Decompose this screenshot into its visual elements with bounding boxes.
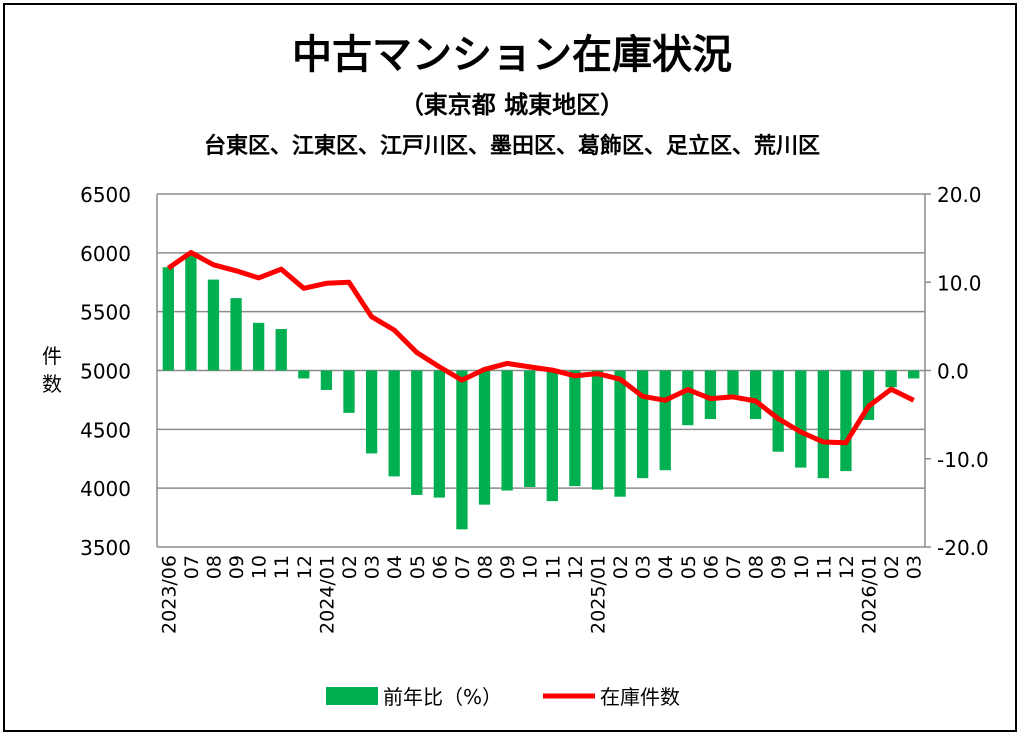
x-tick-label: 11 <box>813 555 835 579</box>
x-tick-label: 07 <box>723 555 745 579</box>
x-tick-label: 09 <box>497 555 519 579</box>
x-tick-label: 06 <box>700 555 722 579</box>
bar-yoy <box>230 298 242 371</box>
bar-yoy <box>162 267 174 371</box>
bar-yoy <box>727 370 739 397</box>
x-tick-label: 02 <box>339 555 361 579</box>
bar-yoy <box>456 370 468 530</box>
bar-yoy <box>388 370 400 477</box>
x-tick-label: 04 <box>384 555 406 579</box>
bar-yoy <box>207 279 220 371</box>
bar-yoy <box>885 370 897 388</box>
x-tick-label: 08 <box>746 555 768 579</box>
x-tick-label: 12 <box>294 555 316 579</box>
x-tick-label: 04 <box>655 555 677 579</box>
bar-yoy <box>524 370 536 487</box>
bar-yoy <box>659 370 671 471</box>
chart-title: 中古マンション在庫状況 <box>292 32 732 78</box>
bar-yoy <box>411 370 423 495</box>
x-tick-label: 02 <box>610 555 632 579</box>
legend: 前年比（%） 在庫件数 <box>326 685 680 709</box>
bar-yoy <box>501 370 513 491</box>
bar-yoy <box>298 370 310 379</box>
x-tick-label: 08 <box>475 555 497 579</box>
chart-subtitle-wards: 台東区、江東区、江戸川区、墨田区、葛飾区、足立区、荒川区 <box>204 133 820 159</box>
x-tick-label: 10 <box>520 555 542 579</box>
x-tick-label: 11 <box>542 555 564 579</box>
x-tick-label: 12 <box>836 555 858 579</box>
x-tick-label: 10 <box>249 555 271 579</box>
x-tick-label: 05 <box>678 555 700 579</box>
left-tick-label: 3500 <box>80 536 131 560</box>
left-tick-label: 5500 <box>80 301 131 325</box>
right-tick-label: 10.0 <box>937 271 982 295</box>
x-tick-label: 2024/01 <box>316 555 338 634</box>
bar-yoy <box>343 370 355 413</box>
bar-yoy <box>320 370 333 390</box>
x-tick-label: 09 <box>226 555 248 579</box>
x-tick-label: 05 <box>407 555 429 579</box>
bar-yoy <box>749 370 762 420</box>
bar-yoy <box>772 370 784 452</box>
left-tick-label: 6500 <box>80 183 131 207</box>
x-tick-label: 2025/01 <box>587 555 609 634</box>
left-tick-label: 4000 <box>80 477 131 501</box>
x-tick-label: 10 <box>791 555 813 579</box>
left-tick-label: 6000 <box>80 242 131 266</box>
bar-yoy <box>704 370 717 420</box>
bar-yoy <box>253 322 265 371</box>
bar-yoy <box>614 370 626 497</box>
x-tick-label: 07 <box>181 555 203 579</box>
right-tick-label: 20.0 <box>937 183 982 207</box>
x-tick-label: 09 <box>768 555 790 579</box>
x-tick-label: 03 <box>362 555 384 579</box>
bar-yoy <box>569 370 581 487</box>
bar-yoy <box>908 370 920 379</box>
x-tick-label: 11 <box>271 555 293 579</box>
bar-yoy <box>817 370 829 479</box>
chart-frame <box>3 3 1017 732</box>
bar-yoy <box>591 370 604 490</box>
bar-yoy <box>637 370 649 479</box>
left-tick-label: 4500 <box>80 418 131 442</box>
bar-yoy <box>840 370 852 472</box>
x-tick-label: 07 <box>452 555 474 579</box>
bar-yoy <box>275 329 287 371</box>
x-tick-label: 08 <box>203 555 225 579</box>
bar-yoy <box>862 370 875 420</box>
x-tick-label: 03 <box>904 555 926 579</box>
legend-label-bar: 前年比（%） <box>383 685 502 709</box>
y-axis-label-char: 件 <box>42 344 62 368</box>
right-tick-label: 0.0 <box>937 360 969 384</box>
x-tick-label: 06 <box>429 555 451 579</box>
x-tick-label: 2026/01 <box>859 555 881 634</box>
legend-label-line: 在庫件数 <box>600 685 680 709</box>
x-tick-label: 02 <box>881 555 903 579</box>
chart-subtitle: （東京都 城東地区） <box>400 91 624 119</box>
bar-yoy <box>546 370 558 502</box>
bar-yoy <box>185 254 197 371</box>
bar-yoy <box>682 370 694 426</box>
legend-swatch-bar <box>326 687 378 705</box>
bar-yoy <box>365 370 378 454</box>
right-tick-label: -10.0 <box>937 448 989 472</box>
bar-yoy <box>433 370 445 498</box>
right-tick-label: -20.0 <box>937 536 989 560</box>
bar-yoy <box>478 370 491 505</box>
bar-yoy <box>795 370 807 468</box>
y-axis-label-char: 数 <box>42 372 62 396</box>
x-tick-label: 03 <box>633 555 655 579</box>
line-inventory <box>166 250 915 446</box>
x-tick-label: 2023/06 <box>158 555 180 634</box>
x-tick-label: 12 <box>565 555 587 579</box>
left-tick-label: 5000 <box>80 360 131 384</box>
